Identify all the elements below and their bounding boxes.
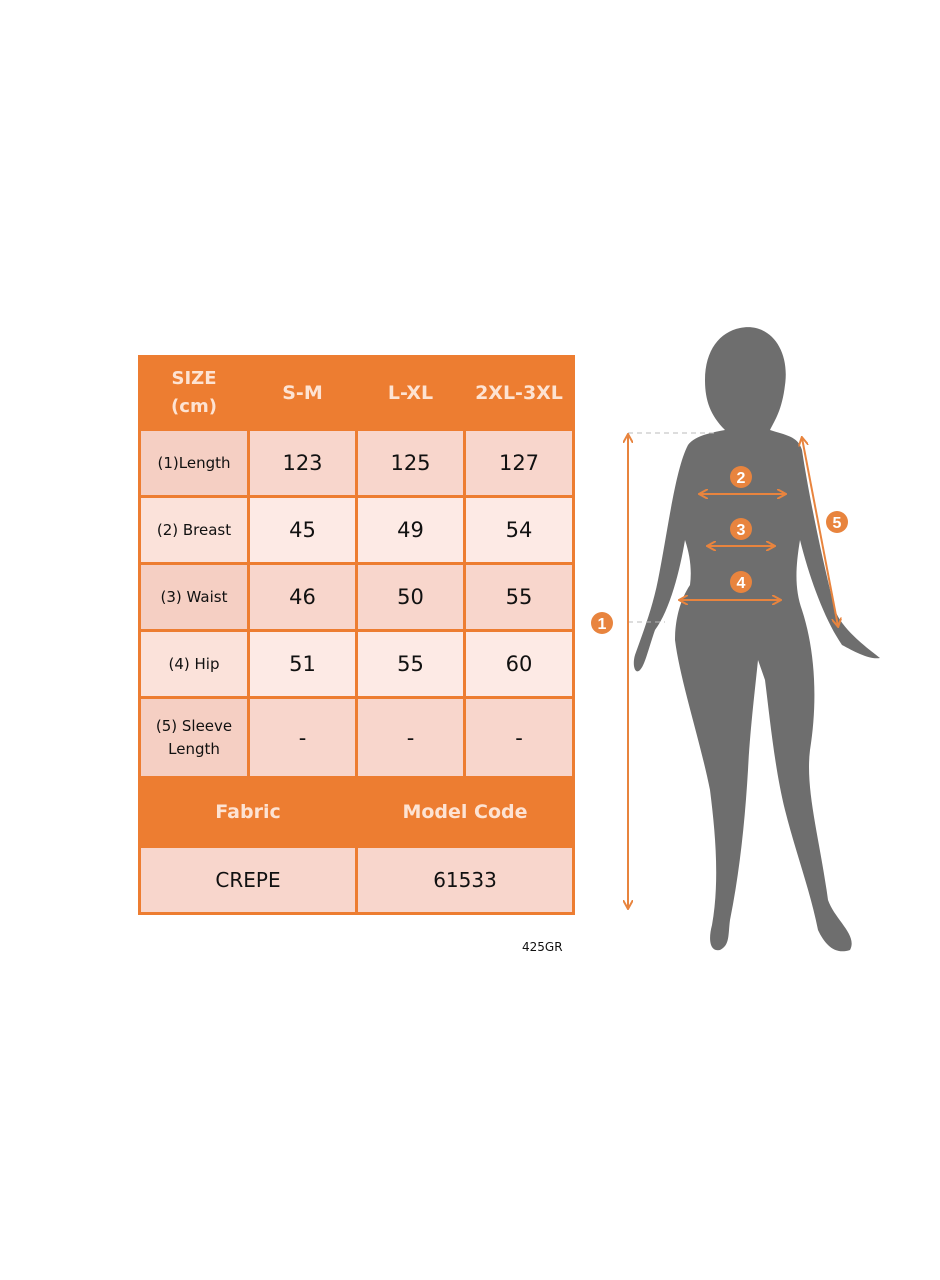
cell: 123 bbox=[247, 428, 358, 498]
size-header: SIZE (cm) bbox=[138, 355, 250, 431]
woman-silhouette bbox=[633, 327, 880, 952]
cell: 51 bbox=[247, 629, 358, 699]
cell: 46 bbox=[247, 562, 358, 632]
table-row: (5) Sleeve Length - - - bbox=[138, 696, 575, 779]
header-row: SIZE (cm) S-M L-XL 2XL-3XL bbox=[138, 355, 575, 431]
marker-1-label: 1 bbox=[598, 616, 607, 633]
cell: 55 bbox=[463, 562, 575, 632]
marker-4-label: 4 bbox=[737, 575, 746, 592]
fabric-value-row: CREPE 61533 bbox=[138, 845, 575, 915]
row-label: (2) Breast bbox=[138, 495, 250, 565]
row-label: (3) Waist bbox=[138, 562, 250, 632]
marker-5-label: 5 bbox=[833, 515, 842, 532]
row-label-line: Length bbox=[168, 739, 220, 758]
cell: - bbox=[247, 696, 358, 779]
product-code: 425GR bbox=[522, 940, 563, 954]
marker-2-label: 2 bbox=[737, 470, 746, 487]
marker-3-label: 3 bbox=[737, 522, 746, 539]
marker-2 bbox=[730, 466, 752, 488]
table-row: (1)Length 123 125 127 bbox=[138, 428, 575, 498]
cell: - bbox=[463, 696, 575, 779]
cell: 54 bbox=[463, 495, 575, 565]
row-label: (4) Hip bbox=[138, 629, 250, 699]
size-label: SIZE bbox=[171, 368, 217, 389]
cell: 45 bbox=[247, 495, 358, 565]
fabric-value: CREPE bbox=[138, 845, 358, 915]
size-chart-table: SIZE (cm) S-M L-XL 2XL-3XL (1)Length 123 … bbox=[138, 355, 575, 915]
size-2xl-3xl: 2XL-3XL bbox=[463, 355, 575, 431]
size-s-m: S-M bbox=[247, 355, 358, 431]
model-code-label: Model Code bbox=[355, 776, 575, 848]
table-row: (4) Hip 51 55 60 bbox=[138, 629, 575, 699]
table-row: (3) Waist 46 50 55 bbox=[138, 562, 575, 632]
marker-3 bbox=[730, 518, 752, 540]
row-label: (5) Sleeve Length bbox=[138, 696, 250, 779]
cell: 127 bbox=[463, 428, 575, 498]
cell: 60 bbox=[463, 629, 575, 699]
table-row: (2) Breast 45 49 54 bbox=[138, 495, 575, 565]
cell: 49 bbox=[355, 495, 466, 565]
row-label-line: (5) Sleeve bbox=[155, 716, 233, 735]
fabric-header-row: Fabric Model Code bbox=[138, 776, 575, 848]
marker-1 bbox=[591, 612, 613, 634]
cell: 125 bbox=[355, 428, 466, 498]
row-label: (1)Length bbox=[138, 428, 250, 498]
size-l-xl: L-XL bbox=[355, 355, 466, 431]
cell: - bbox=[355, 696, 466, 779]
body-measurement-figure: 1 2 3 4 5 bbox=[591, 327, 880, 952]
cell: 55 bbox=[355, 629, 466, 699]
fabric-label: Fabric bbox=[138, 776, 358, 848]
marker-4 bbox=[730, 571, 752, 593]
cell: 50 bbox=[355, 562, 466, 632]
sleeve-arrow bbox=[802, 438, 838, 626]
unit-label: (cm) bbox=[171, 396, 217, 417]
marker-5 bbox=[826, 511, 848, 533]
model-code-value: 61533 bbox=[355, 845, 575, 915]
